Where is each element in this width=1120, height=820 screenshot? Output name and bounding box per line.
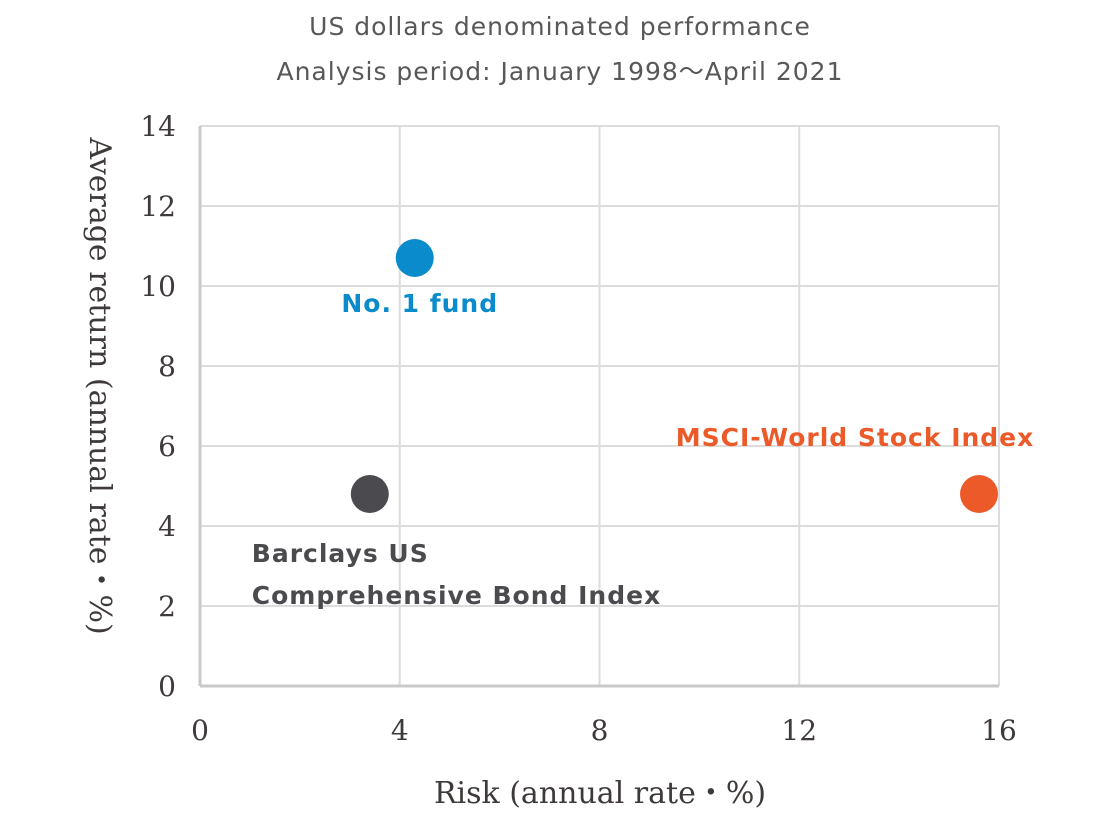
point-label: No. 1 fund [341,289,498,318]
y-axis-label: Average return (annual rate・%) [82,136,117,634]
y-tick-label: 0 [158,670,176,703]
data-point [960,475,999,513]
y-tick-label: 2 [158,590,176,623]
y-tick-label: 4 [158,510,176,543]
y-tick-label: 8 [158,350,176,383]
point-label: Barclays US [252,539,429,568]
data-points [350,239,999,513]
point-label: MSCI-World Stock Index [676,423,1035,452]
point-labels: No. 1 fund MSCI-World Stock Index Barclays… [252,289,1035,610]
y-tick-label: 6 [158,430,176,463]
y-tick-label: 14 [140,110,176,143]
data-point [395,239,434,277]
y-tick-labels: 0 2 4 6 8 10 12 14 [140,110,176,703]
grid [200,125,1000,686]
x-axis-label: Risk (annual rate・%) [434,776,766,811]
chart-title: US dollars denominated performance [309,12,811,41]
axes [198,126,999,688]
chart-subtitle: Analysis period: January 1998〜April 2021 [276,57,843,86]
x-tick-labels: 0 4 8 12 16 [191,714,1017,747]
x-tick-label: 16 [981,714,1017,747]
point-label: Comprehensive Bond Index [252,581,661,610]
data-point [350,475,389,513]
y-tick-label: 12 [140,190,176,223]
x-tick-label: 4 [391,714,409,747]
y-tick-label: 10 [140,270,176,303]
x-tick-label: 12 [781,714,817,747]
x-tick-label: 0 [191,714,209,747]
x-tick-label: 8 [591,714,609,747]
